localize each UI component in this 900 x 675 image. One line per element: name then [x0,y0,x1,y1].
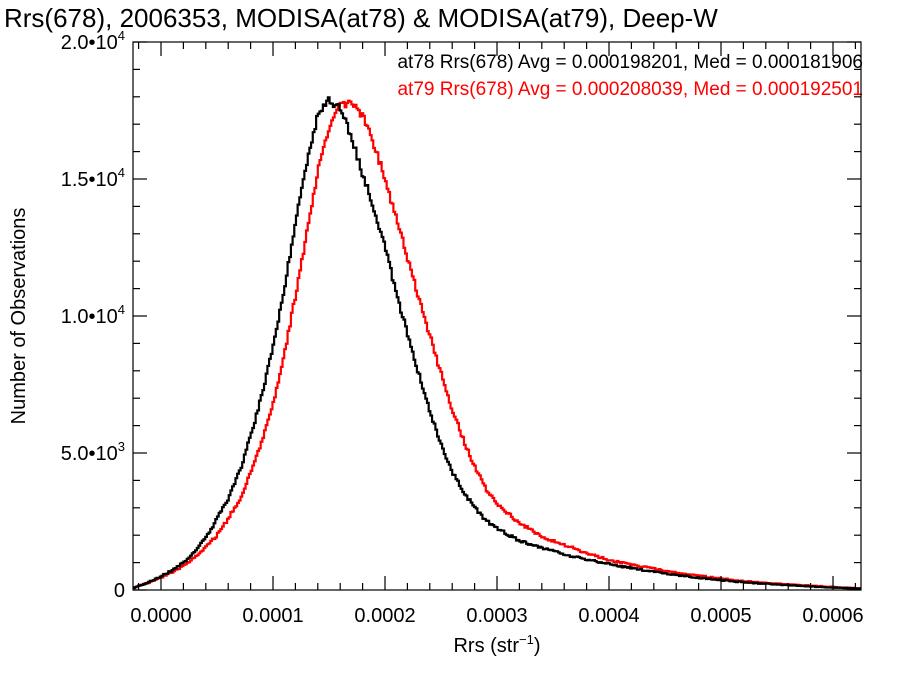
x-axis-label: Rrs (str−1) [453,632,540,657]
x-tick-label: 0.0001 [242,605,303,627]
y-tick-labels: 0 5.0•103 1.0•104 1.5•104 2.0•104 [61,28,125,602]
chart-title: Rrs(678), 2006353, MODISA(at78) & MODISA… [4,3,718,33]
y-tick-label: 1.0•104 [61,302,125,328]
x-tick-label: 0.0003 [466,605,527,627]
annotation-at79: at79 Rrs(678) Avg = 0.000208039, Med = 0… [397,79,863,100]
x-tick-label: 0.0002 [354,605,415,627]
y-tick-label: 5.0•103 [61,439,125,465]
annotations: at78 Rrs(678) Avg = 0.000198201, Med = 0… [397,52,863,100]
series-line-at78 [133,96,862,590]
y-axis-label: Number of Observations [8,208,30,425]
y-tick-label: 1.5•104 [61,165,125,191]
plot-frame [132,41,862,591]
x-tick-label: 0.0005 [690,605,751,627]
series-layer [133,96,862,590]
annotation-at78: at78 Rrs(678) Avg = 0.000198201, Med = 0… [397,52,863,73]
x-tick-label: 0.0004 [578,605,639,627]
x-tick-label: 0.0006 [802,605,863,627]
x-tick-labels: 0.0000 0.0001 0.0002 0.0003 0.0004 0.0005 0.00… [130,605,863,627]
series-line-at79 [133,99,862,590]
y-tick-label: 0 [114,580,125,602]
y-tick-label: 2.0•104 [61,28,125,54]
axis-ticks [133,41,861,591]
x-tick-label: 0.0000 [130,605,191,627]
